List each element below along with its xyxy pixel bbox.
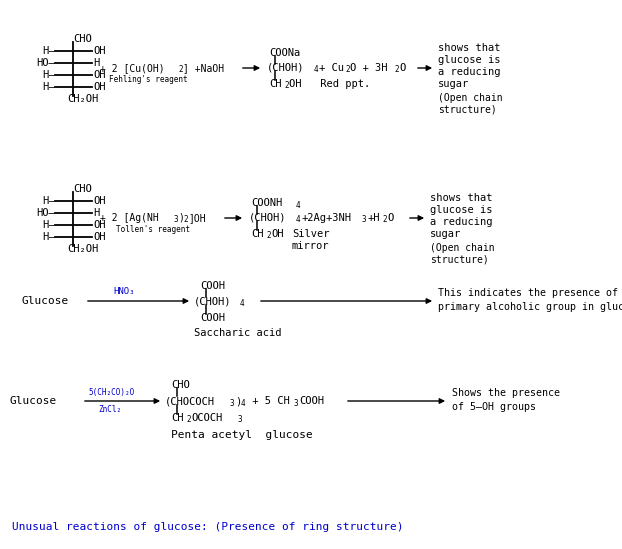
Text: H—: H— [42, 82, 55, 92]
Text: sugar: sugar [438, 79, 469, 89]
Text: primary alcoholic group in glucose: primary alcoholic group in glucose [438, 302, 622, 312]
Text: Tollen's reagent: Tollen's reagent [116, 225, 190, 233]
Text: Shows the presence: Shows the presence [452, 388, 560, 398]
Text: 2: 2 [394, 65, 399, 75]
Text: shows that: shows that [438, 43, 501, 53]
Text: (CHOH): (CHOH) [194, 296, 231, 306]
Text: H—: H— [42, 232, 55, 242]
Text: + 5 CH: + 5 CH [246, 396, 290, 406]
Text: 4: 4 [241, 399, 246, 407]
Text: 2: 2 [382, 216, 387, 225]
Text: CH: CH [251, 229, 264, 239]
Text: 3: 3 [238, 416, 243, 424]
Text: Fehling's reagent: Fehling's reagent [109, 75, 187, 83]
Text: (Open chain: (Open chain [438, 93, 503, 103]
Text: +H: +H [367, 213, 379, 223]
Text: 2: 2 [266, 232, 271, 240]
Text: O: O [387, 213, 393, 223]
Text: CH: CH [171, 413, 183, 423]
Text: 4: 4 [296, 216, 300, 225]
Text: a reducing: a reducing [430, 217, 493, 227]
Text: ] +NaOH: ] +NaOH [183, 63, 224, 73]
Text: CHO: CHO [73, 184, 93, 194]
Text: (CHOCOCH: (CHOCOCH [165, 396, 215, 406]
Text: ZnCl₂: ZnCl₂ [98, 405, 121, 413]
Text: H—: H— [42, 46, 55, 56]
Text: Glucose: Glucose [10, 396, 57, 406]
Text: ]OH: ]OH [188, 213, 206, 223]
Text: (Open chain: (Open chain [430, 243, 494, 253]
Text: O: O [399, 63, 406, 73]
Text: 3: 3 [294, 399, 299, 407]
Text: OH: OH [93, 82, 106, 92]
Text: H—: H— [42, 220, 55, 230]
Text: Glucose: Glucose [22, 296, 69, 306]
Text: H—: H— [42, 70, 55, 80]
Text: ): ) [235, 396, 241, 406]
Text: shows that: shows that [430, 193, 493, 203]
Text: 3: 3 [173, 216, 178, 225]
Text: This indicates the presence of: This indicates the presence of [438, 288, 618, 298]
Text: H: H [93, 58, 100, 68]
Text: CHO: CHO [73, 34, 93, 44]
Text: 2: 2 [284, 81, 289, 91]
Text: glucose is: glucose is [430, 205, 493, 215]
Text: +2Ag+3NH: +2Ag+3NH [301, 213, 351, 223]
Text: H: H [93, 208, 100, 218]
Text: structure): structure) [438, 105, 497, 115]
Text: OH: OH [93, 46, 106, 56]
Text: (CHOH): (CHOH) [249, 213, 287, 223]
Text: CH: CH [269, 79, 282, 89]
Text: HO—: HO— [36, 208, 55, 218]
Text: 3: 3 [362, 216, 366, 225]
Text: + 2 [Ag(NH: + 2 [Ag(NH [100, 213, 159, 223]
Text: 2: 2 [186, 416, 190, 424]
Text: 4: 4 [240, 299, 244, 307]
Text: CHO: CHO [171, 380, 190, 390]
Text: 4: 4 [314, 65, 318, 75]
Text: sugar: sugar [430, 229, 462, 239]
Text: glucose is: glucose is [438, 55, 501, 65]
Text: COOH: COOH [200, 281, 225, 291]
Text: COONH: COONH [251, 198, 282, 208]
Text: COONa: COONa [269, 48, 300, 58]
Text: structure): structure) [430, 255, 489, 265]
Text: Penta acetyl  glucose: Penta acetyl glucose [171, 430, 313, 440]
Text: HNO₃: HNO₃ [113, 288, 135, 296]
Text: + 2 [Cu(OH): + 2 [Cu(OH) [100, 63, 165, 73]
Text: 4: 4 [296, 200, 300, 210]
Text: OH: OH [271, 229, 284, 239]
Text: of 5–OH groups: of 5–OH groups [452, 402, 536, 412]
Text: HO—: HO— [36, 58, 55, 68]
Text: (CHOH): (CHOH) [267, 63, 305, 73]
Text: 5(CH₂CO)₂O: 5(CH₂CO)₂O [88, 388, 134, 396]
Text: OH: OH [93, 70, 106, 80]
Text: Unusual reactions of glucose: (Presence of ring structure): Unusual reactions of glucose: (Presence … [12, 522, 404, 532]
Text: CH₂OH: CH₂OH [67, 244, 99, 254]
Text: H—: H— [42, 196, 55, 206]
Text: + Cu: + Cu [319, 63, 344, 73]
Text: 2: 2 [345, 65, 350, 75]
Text: COOH: COOH [299, 396, 324, 406]
Text: O + 3H: O + 3H [350, 63, 388, 73]
Text: OH   Red ppt.: OH Red ppt. [289, 79, 370, 89]
Text: 2: 2 [183, 216, 188, 225]
Text: CH₂OH: CH₂OH [67, 94, 99, 104]
Text: OH: OH [93, 220, 106, 230]
Text: Saccharic acid: Saccharic acid [194, 328, 282, 338]
Text: Silver: Silver [292, 229, 330, 239]
Text: 3: 3 [230, 399, 234, 407]
Text: a reducing: a reducing [438, 67, 501, 77]
Text: 2: 2 [178, 65, 183, 75]
Text: COOH: COOH [200, 313, 225, 323]
Text: OCOCH: OCOCH [191, 413, 222, 423]
Text: OH: OH [93, 196, 106, 206]
Text: OH: OH [93, 232, 106, 242]
Text: ): ) [178, 213, 184, 223]
Text: mirror: mirror [292, 241, 330, 251]
